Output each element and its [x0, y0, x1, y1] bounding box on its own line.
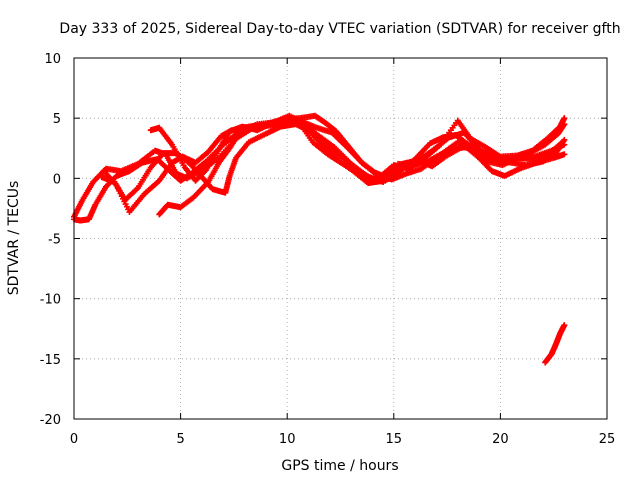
x-tick-label: 5 [176, 432, 184, 447]
x-tick-label: 0 [70, 432, 78, 447]
x-tick-label: 20 [492, 432, 509, 447]
series-track-6 [98, 121, 566, 203]
x-tick-label: 10 [279, 432, 296, 447]
data-point [202, 167, 209, 174]
y-tick-label: -15 [40, 353, 61, 368]
y-tick-label: 10 [44, 52, 61, 67]
y-axis-label: SDTVAR / TECUs [6, 181, 22, 296]
chart-title: Day 333 of 2025, Sidereal Day-to-day VTE… [59, 21, 620, 37]
series-track-5 [156, 118, 568, 218]
data-point [561, 151, 568, 158]
y-tick-label: 5 [53, 112, 61, 127]
x-tick-labels: 0 5 10 15 20 25 [70, 432, 615, 447]
data-point [561, 115, 568, 122]
y-tick-label: -5 [48, 233, 61, 248]
y-tick-label: -10 [40, 293, 61, 308]
data-point [559, 139, 566, 146]
grid-lines [74, 58, 607, 419]
data-points [71, 112, 568, 366]
x-tick-label: 15 [386, 432, 403, 447]
data-point [561, 322, 568, 329]
y-tick-label: 0 [53, 172, 61, 187]
plot-frame [73, 57, 608, 420]
x-axis-label: GPS time / hours [281, 458, 398, 474]
series-track-1 [71, 116, 568, 220]
y-tick-labels: 10 5 0 -5 -10 -15 -20 [40, 52, 61, 428]
series-track-7 [542, 322, 568, 366]
y-tick-label: -20 [40, 413, 61, 428]
data-point [561, 121, 568, 128]
axis-ticks [73, 57, 608, 420]
x-tick-label: 25 [599, 432, 616, 447]
